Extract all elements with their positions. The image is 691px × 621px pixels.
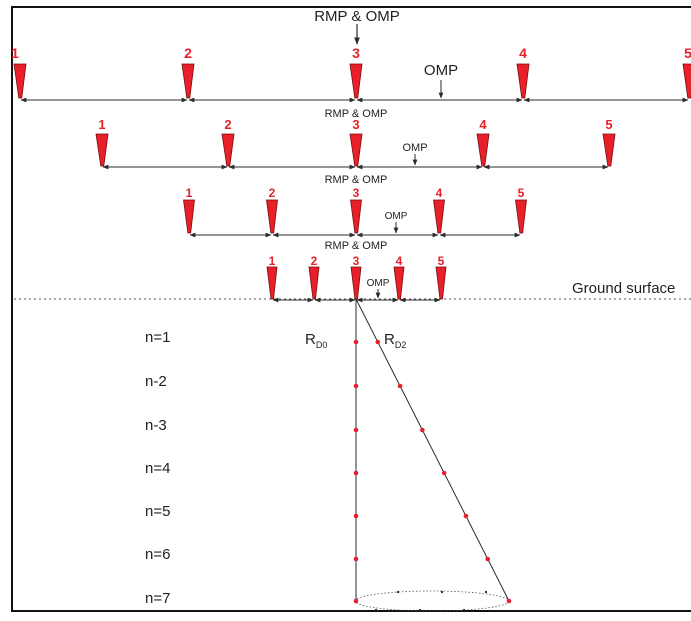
electrode-number: 4 [436, 186, 443, 200]
electrode-marker [183, 199, 195, 234]
rd2-sub: D2 [395, 340, 407, 350]
rd0-label: RD0 [305, 331, 327, 350]
electrode-number: 3 [353, 254, 360, 268]
electrode-marker [13, 63, 27, 99]
rd0-point [353, 470, 359, 476]
rd0-point [353, 513, 359, 519]
omp-label: OMP [402, 142, 427, 154]
electrode-number: 5 [684, 45, 691, 61]
omp-label: OMP [367, 278, 390, 289]
electrode-number: 1 [11, 45, 19, 61]
electrode-number: 2 [311, 254, 318, 268]
ellipse-dot [396, 590, 400, 594]
depth-label: n-3 [145, 417, 167, 434]
electrode-marker [350, 199, 362, 234]
ground-surface-label: Ground surface [572, 280, 675, 297]
electrode-row-1: 1 2 3 4 5 OMP [11, 45, 691, 79]
electrode-number: 3 [353, 186, 360, 200]
rd2-point [441, 470, 447, 476]
depth-ellipse [354, 590, 510, 612]
electrode-marker [266, 266, 278, 300]
omp-label: OMP [385, 211, 408, 222]
electrode-marker [435, 266, 447, 300]
rd2-point [397, 383, 403, 389]
electrode-marker [349, 133, 363, 167]
rd2-main: R [384, 331, 395, 348]
electrode-number: 4 [396, 254, 403, 268]
ellipse-dot [462, 608, 466, 612]
electrode-marker [516, 63, 530, 99]
depth-label: n=1 [145, 329, 170, 346]
electrode-number: 5 [438, 254, 445, 268]
top-midpoint-label: RMP & OMP [314, 8, 400, 25]
depth-label: n=7 [145, 590, 170, 607]
midpoint-label: RMP & OMP [325, 240, 388, 252]
electrode-number: 1 [98, 117, 105, 132]
rd2-point [375, 339, 381, 345]
electrode-number: 2 [184, 45, 192, 61]
electrode-marker [95, 133, 109, 167]
electrode-number: 3 [352, 45, 360, 61]
electrode-number: 1 [186, 186, 193, 200]
electrode-row-2: RMP & OMP 1 2 3 4 5 OMP [98, 108, 612, 154]
ellipse-dot [440, 590, 444, 594]
electrode-number: 5 [518, 186, 525, 200]
omp-label: OMP [424, 62, 458, 79]
ellipse-dot [374, 608, 378, 612]
electrode-number: 2 [224, 117, 231, 132]
rd0-point [353, 556, 359, 562]
electrode-marker [221, 133, 235, 167]
depth-label: n=4 [145, 460, 170, 477]
electrode-row-4: RMP & OMP 1 2 3 4 5 OMP [269, 240, 445, 289]
electrode-number: 5 [605, 117, 612, 132]
electrode-number: 2 [269, 186, 276, 200]
rd2-point [420, 427, 425, 433]
rd0-point [353, 339, 359, 345]
rd2-point [485, 556, 491, 562]
electrode-row-3: RMP & OMP 1 2 3 4 5 OMP [186, 174, 525, 222]
electrode-marker [433, 199, 445, 234]
electrode-marker [266, 199, 278, 234]
electrode-marker [515, 199, 527, 234]
electrode-marker [308, 266, 320, 300]
depth-labels: n=1 n-2 n-3 n=4 n=5 n=6 n=7 [145, 329, 170, 607]
electrode-number: 4 [479, 117, 487, 132]
electrode-marker [602, 133, 616, 167]
midpoint-label: RMP & OMP [325, 174, 388, 186]
ellipse-dot [484, 590, 488, 594]
electrode-number: 3 [352, 117, 359, 132]
midpoint-label: RMP & OMP [325, 108, 388, 120]
electrode-marker [476, 133, 490, 167]
depth-label: n=6 [145, 546, 170, 563]
depth-label: n-2 [145, 373, 167, 390]
ellipse-dot [418, 608, 422, 612]
rd0-point [353, 598, 359, 604]
rd2-line [355, 298, 510, 602]
figure-frame [11, 6, 691, 612]
electrode-marker [350, 266, 362, 300]
electrode-marker [682, 63, 691, 99]
depth-label: n=5 [145, 503, 170, 520]
rd0-point [353, 427, 359, 433]
rd0-point [353, 383, 359, 389]
rd0-main: R [305, 331, 316, 348]
electrode-marker [349, 63, 363, 99]
electrode-marker [393, 266, 405, 300]
rd2-point [506, 598, 512, 604]
rd2-label: RD2 [384, 331, 406, 350]
electrode-marker [181, 63, 195, 99]
electrode-number: 1 [269, 254, 276, 268]
rd0-sub: D0 [316, 340, 328, 350]
electrode-number: 4 [519, 45, 527, 61]
rd2-point [463, 513, 469, 519]
